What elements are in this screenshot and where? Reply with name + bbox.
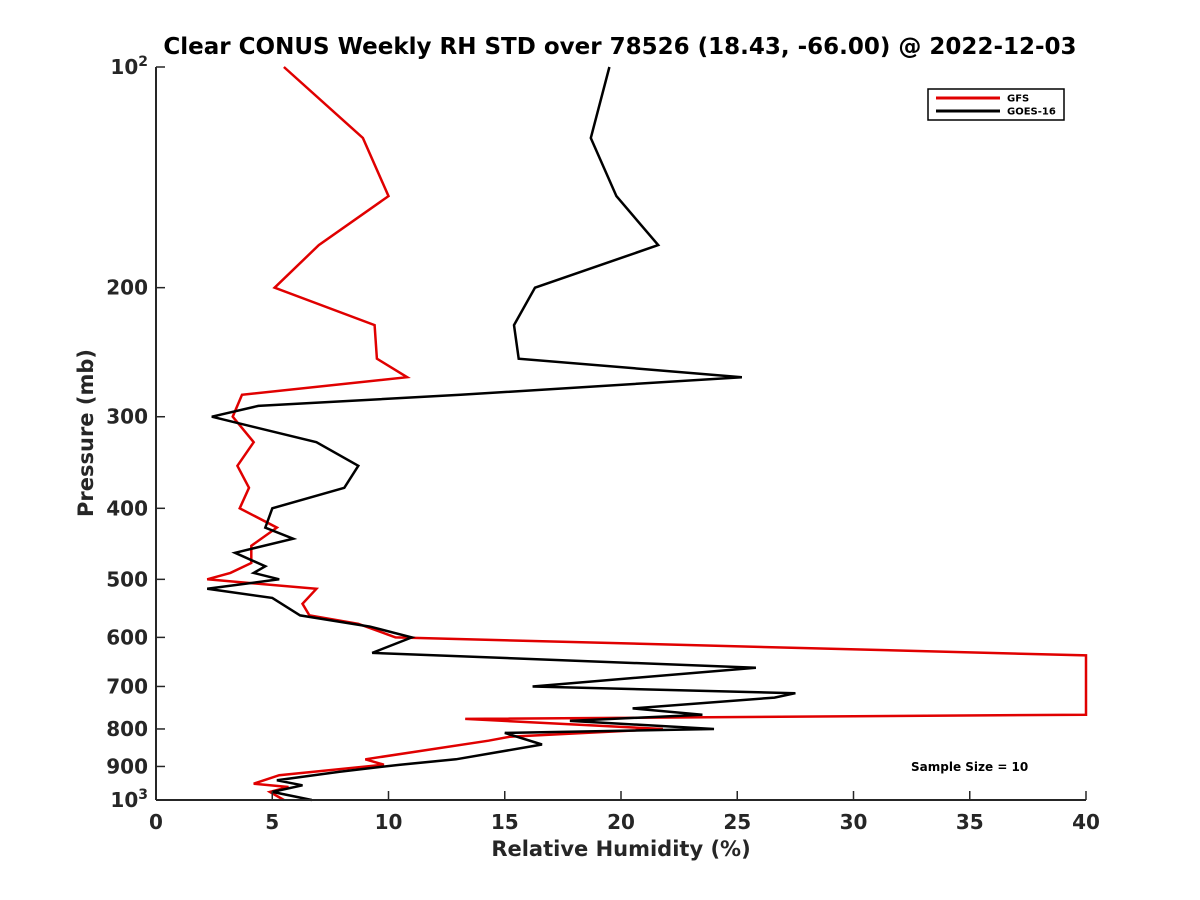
- y-tick-label: 300: [106, 405, 148, 429]
- y-tick-label: 500: [106, 567, 148, 591]
- y-tick-label: 800: [106, 717, 148, 741]
- x-tick-label: 40: [1072, 810, 1100, 834]
- x-tick-label: 10: [375, 810, 403, 834]
- x-axis-title: Relative Humidity (%): [491, 837, 750, 861]
- x-axis-ticks: 0 5 10 15 20 25 30 35 40: [149, 791, 1100, 834]
- x-tick-label: 15: [491, 810, 519, 834]
- legend-box: [927, 88, 1065, 121]
- y-tick-label: 103: [110, 787, 148, 812]
- x-tick-label: 0: [149, 810, 163, 834]
- legend: GFS GOES-16: [927, 88, 1065, 121]
- x-tick-label: 5: [265, 810, 279, 834]
- series-line-goes16: [207, 66, 796, 802]
- x-tick-label: 25: [723, 810, 751, 834]
- y-tick-label: 600: [106, 625, 148, 649]
- y-tick-label: 700: [106, 674, 148, 698]
- series-line-gfs: [206, 66, 1088, 802]
- x-tick-label: 30: [840, 810, 868, 834]
- x-tick-label: 20: [607, 810, 635, 834]
- sample-size-annotation: Sample Size = 10: [911, 760, 1028, 774]
- plot-area: [156, 67, 1086, 800]
- y-axis-title: Pressure (mb): [74, 349, 98, 517]
- y-tick-label: 900: [106, 754, 148, 778]
- x-tick-label: 35: [956, 810, 984, 834]
- y-axis-ticks: 102 200 300 400 500 600 700 800 900 103: [106, 54, 165, 812]
- legend-label-gfs: GFS: [1007, 94, 1029, 105]
- series-layer: [206, 66, 1088, 802]
- y-tick-label: 400: [106, 496, 148, 520]
- y-tick-label: 200: [106, 276, 148, 300]
- chart-title: Clear CONUS Weekly RH STD over 78526 (18…: [163, 34, 1076, 60]
- y-tick-label: 102: [110, 54, 148, 79]
- legend-label-goes16: GOES-16: [1007, 107, 1056, 118]
